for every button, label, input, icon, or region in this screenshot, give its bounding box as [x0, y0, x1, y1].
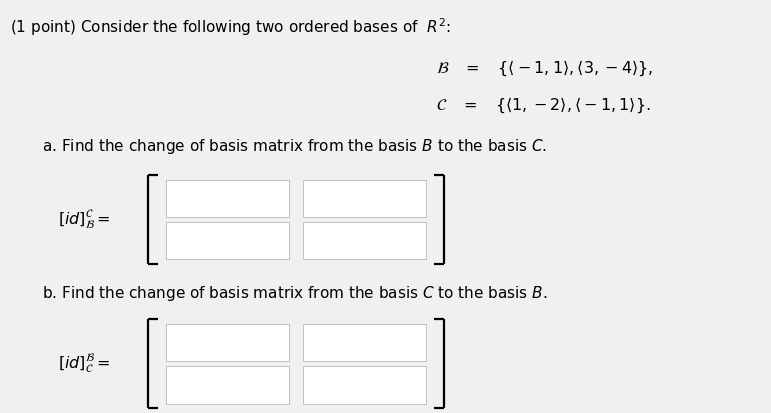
FancyBboxPatch shape	[166, 222, 289, 259]
Text: $[id]_{\mathcal{C}}^{\mathcal{B}} =$: $[id]_{\mathcal{C}}^{\mathcal{B}} =$	[58, 353, 110, 375]
Text: (1 point) Consider the following two ordered bases of  $R^2$:: (1 point) Consider the following two ord…	[10, 17, 451, 38]
FancyBboxPatch shape	[166, 366, 289, 404]
FancyBboxPatch shape	[303, 180, 426, 217]
FancyBboxPatch shape	[303, 324, 426, 361]
FancyBboxPatch shape	[303, 366, 426, 404]
FancyBboxPatch shape	[303, 222, 426, 259]
Text: b. Find the change of basis matrix from the basis $\mathit{C}$ to the basis $\ma: b. Find the change of basis matrix from …	[42, 284, 547, 303]
Text: $\mathcal{B}$   $=$   $\{\langle-1,1\rangle,\langle3,-4\rangle\},$: $\mathcal{B}$ $=$ $\{\langle-1,1\rangle,…	[436, 59, 653, 78]
Text: $\mathcal{C}$   $=$   $\{\langle1,-2\rangle,\langle-1,1\rangle\}.$: $\mathcal{C}$ $=$ $\{\langle1,-2\rangle,…	[436, 96, 650, 115]
Text: a. Find the change of basis matrix from the basis $\mathit{B}$ to the basis $\ma: a. Find the change of basis matrix from …	[42, 137, 547, 156]
FancyBboxPatch shape	[166, 324, 289, 361]
Text: $[id]_{\mathcal{B}}^{\mathcal{C}} =$: $[id]_{\mathcal{B}}^{\mathcal{C}} =$	[58, 208, 110, 230]
FancyBboxPatch shape	[166, 180, 289, 217]
